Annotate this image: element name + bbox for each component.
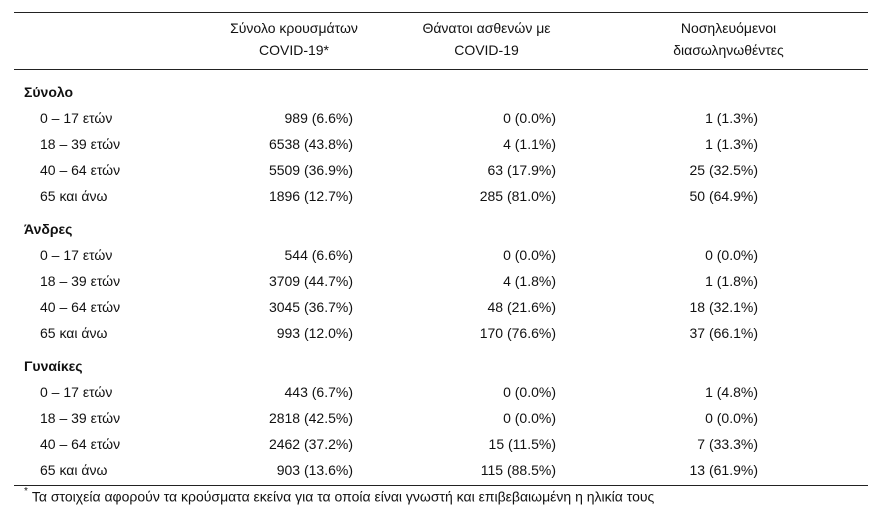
intubated-cell: 13 (61.9%)	[589, 457, 868, 486]
header-empty	[14, 13, 204, 70]
deaths-cell: 4 (1.1%)	[503, 136, 556, 152]
header-deaths: Θάνατοι ασθενών με COVID-19	[422, 20, 551, 58]
cases-cell: 989 (6.6%)	[284, 110, 353, 126]
intubated-cell: 0 (0.0%)	[705, 247, 758, 263]
intubated-cell: 25 (32.5%)	[689, 162, 758, 178]
table-row: 0 – 17 ετών 544 (6.6%) 0 (0.0%) 0 (0.0%)	[14, 242, 868, 268]
footnote-text: Τα στοιχεία αφορούν τα κρούσματα εκείνα …	[31, 488, 655, 505]
footnote: * Τα στοιχεία αφορούν τα κρούσματα εκείνα…	[24, 486, 655, 505]
age-cell: 40 – 64 ετών	[40, 436, 121, 452]
cases-cell: 3709 (44.7%)	[268, 273, 353, 289]
age-cell: 40 – 64 ετών	[40, 162, 121, 178]
table-body: Σύνολο 0 – 17 ετών 989 (6.6%) 0 (0.0%) 1 (1.…	[14, 70, 868, 486]
covid-age-table: Σύνολο κρουσμάτων COVID-19* Θάνατοι ασθεν…	[14, 12, 868, 486]
cases-cell: 544 (6.6%)	[284, 247, 353, 263]
group-title: Γυναίκες	[24, 357, 83, 374]
table-row: 18 – 39 ετών 3709 (44.7%) 4 (1.8%) 1 (1.8%)	[14, 268, 868, 294]
age-cell: 65 και άνω	[40, 188, 108, 204]
deaths-cell: 15 (11.5%)	[488, 436, 556, 452]
table-row: 40 – 64 ετών 3045 (36.7%) 48 (21.6%) 18 (32…	[14, 294, 868, 320]
age-cell: 18 – 39 ετών	[40, 273, 121, 289]
group-row: Γυναίκες	[14, 346, 868, 379]
intubated-cell: 50 (64.9%)	[689, 188, 758, 204]
cases-cell: 993 (12.0%)	[276, 325, 353, 341]
table-row: 0 – 17 ετών 989 (6.6%) 0 (0.0%) 1 (1.3%)	[14, 105, 868, 131]
deaths-cell: 63 (17.9%)	[487, 162, 556, 178]
header-intubated: Νοσηλευόμενοι διασωληνωθέντες	[673, 20, 784, 58]
footnote-marker: *	[24, 486, 28, 497]
deaths-cell: 0 (0.0%)	[503, 410, 556, 426]
cases-cell: 5509 (36.9%)	[268, 162, 353, 178]
age-cell: 40 – 64 ετών	[40, 299, 121, 315]
table-row: 65 και άνω 903 (13.6%) 115 (88.5%) 13 (61.9…	[14, 457, 868, 486]
deaths-cell: 0 (0.0%)	[503, 247, 556, 263]
cases-cell: 3045 (36.7%)	[268, 299, 353, 315]
deaths-cell: 0 (0.0%)	[503, 110, 556, 126]
cases-cell: 6538 (43.8%)	[268, 136, 353, 152]
group-row: Σύνολο	[14, 70, 868, 106]
cases-cell: 1896 (12.7%)	[268, 188, 353, 204]
age-cell: 0 – 17 ετών	[40, 384, 113, 400]
intubated-cell: 1 (1.8%)	[705, 273, 758, 289]
deaths-cell: 170 (76.6%)	[479, 325, 556, 341]
intubated-cell: 7 (33.3%)	[697, 436, 758, 452]
table-row: 18 – 39 ετών 2818 (42.5%) 0 (0.0%) 0 (0.0%)	[14, 405, 868, 431]
group-title: Σύνολο	[24, 83, 74, 100]
intubated-cell: 1 (1.3%)	[705, 136, 758, 152]
age-cell: 0 – 17 ετών	[40, 110, 113, 126]
table-header: Σύνολο κρουσμάτων COVID-19* Θάνατοι ασθεν…	[14, 12, 868, 70]
age-cell: 65 και άνω	[14, 457, 204, 486]
deaths-cell: 115 (88.5%)	[384, 457, 589, 486]
age-cell: 65 και άνω	[40, 325, 108, 341]
age-cell: 18 – 39 ετών	[40, 136, 121, 152]
group-row: Άνδρες	[14, 209, 868, 242]
deaths-cell: 0 (0.0%)	[503, 384, 556, 400]
table-row: 40 – 64 ετών 2462 (37.2%) 15 (11.5%) 7 (33.…	[14, 431, 868, 457]
deaths-cell: 48 (21.6%)	[487, 299, 556, 315]
table-row: 65 και άνω 993 (12.0%) 170 (76.6%) 37 (66.1…	[14, 320, 868, 346]
intubated-cell: 1 (4.8%)	[705, 384, 758, 400]
cases-cell: 2818 (42.5%)	[268, 410, 353, 426]
intubated-cell: 18 (32.1%)	[689, 299, 758, 315]
table-row: 40 – 64 ετών 5509 (36.9%) 63 (17.9%) 25 (32…	[14, 157, 868, 183]
age-cell: 0 – 17 ετών	[40, 247, 113, 263]
intubated-cell: 0 (0.0%)	[705, 410, 758, 426]
deaths-cell: 4 (1.8%)	[503, 273, 556, 289]
table-row: 65 και άνω 1896 (12.7%) 285 (81.0%) 50 (64.…	[14, 183, 868, 209]
group-title: Άνδρες	[24, 220, 73, 237]
table-row: 18 – 39 ετών 6538 (43.8%) 4 (1.1%) 1 (1.3%)	[14, 131, 868, 157]
header-total-cases: Σύνολο κρουσμάτων COVID-19*	[230, 20, 358, 58]
age-cell: 18 – 39 ετών	[40, 410, 121, 426]
cases-cell: 2462 (37.2%)	[268, 436, 353, 452]
cases-cell: 903 (13.6%)	[204, 457, 384, 486]
table-row: 0 – 17 ετών 443 (6.7%) 0 (0.0%) 1 (4.8%)	[14, 379, 868, 405]
intubated-cell: 37 (66.1%)	[689, 325, 758, 341]
deaths-cell: 285 (81.0%)	[479, 188, 556, 204]
intubated-cell: 1 (1.3%)	[705, 110, 758, 126]
cases-cell: 443 (6.7%)	[284, 384, 353, 400]
